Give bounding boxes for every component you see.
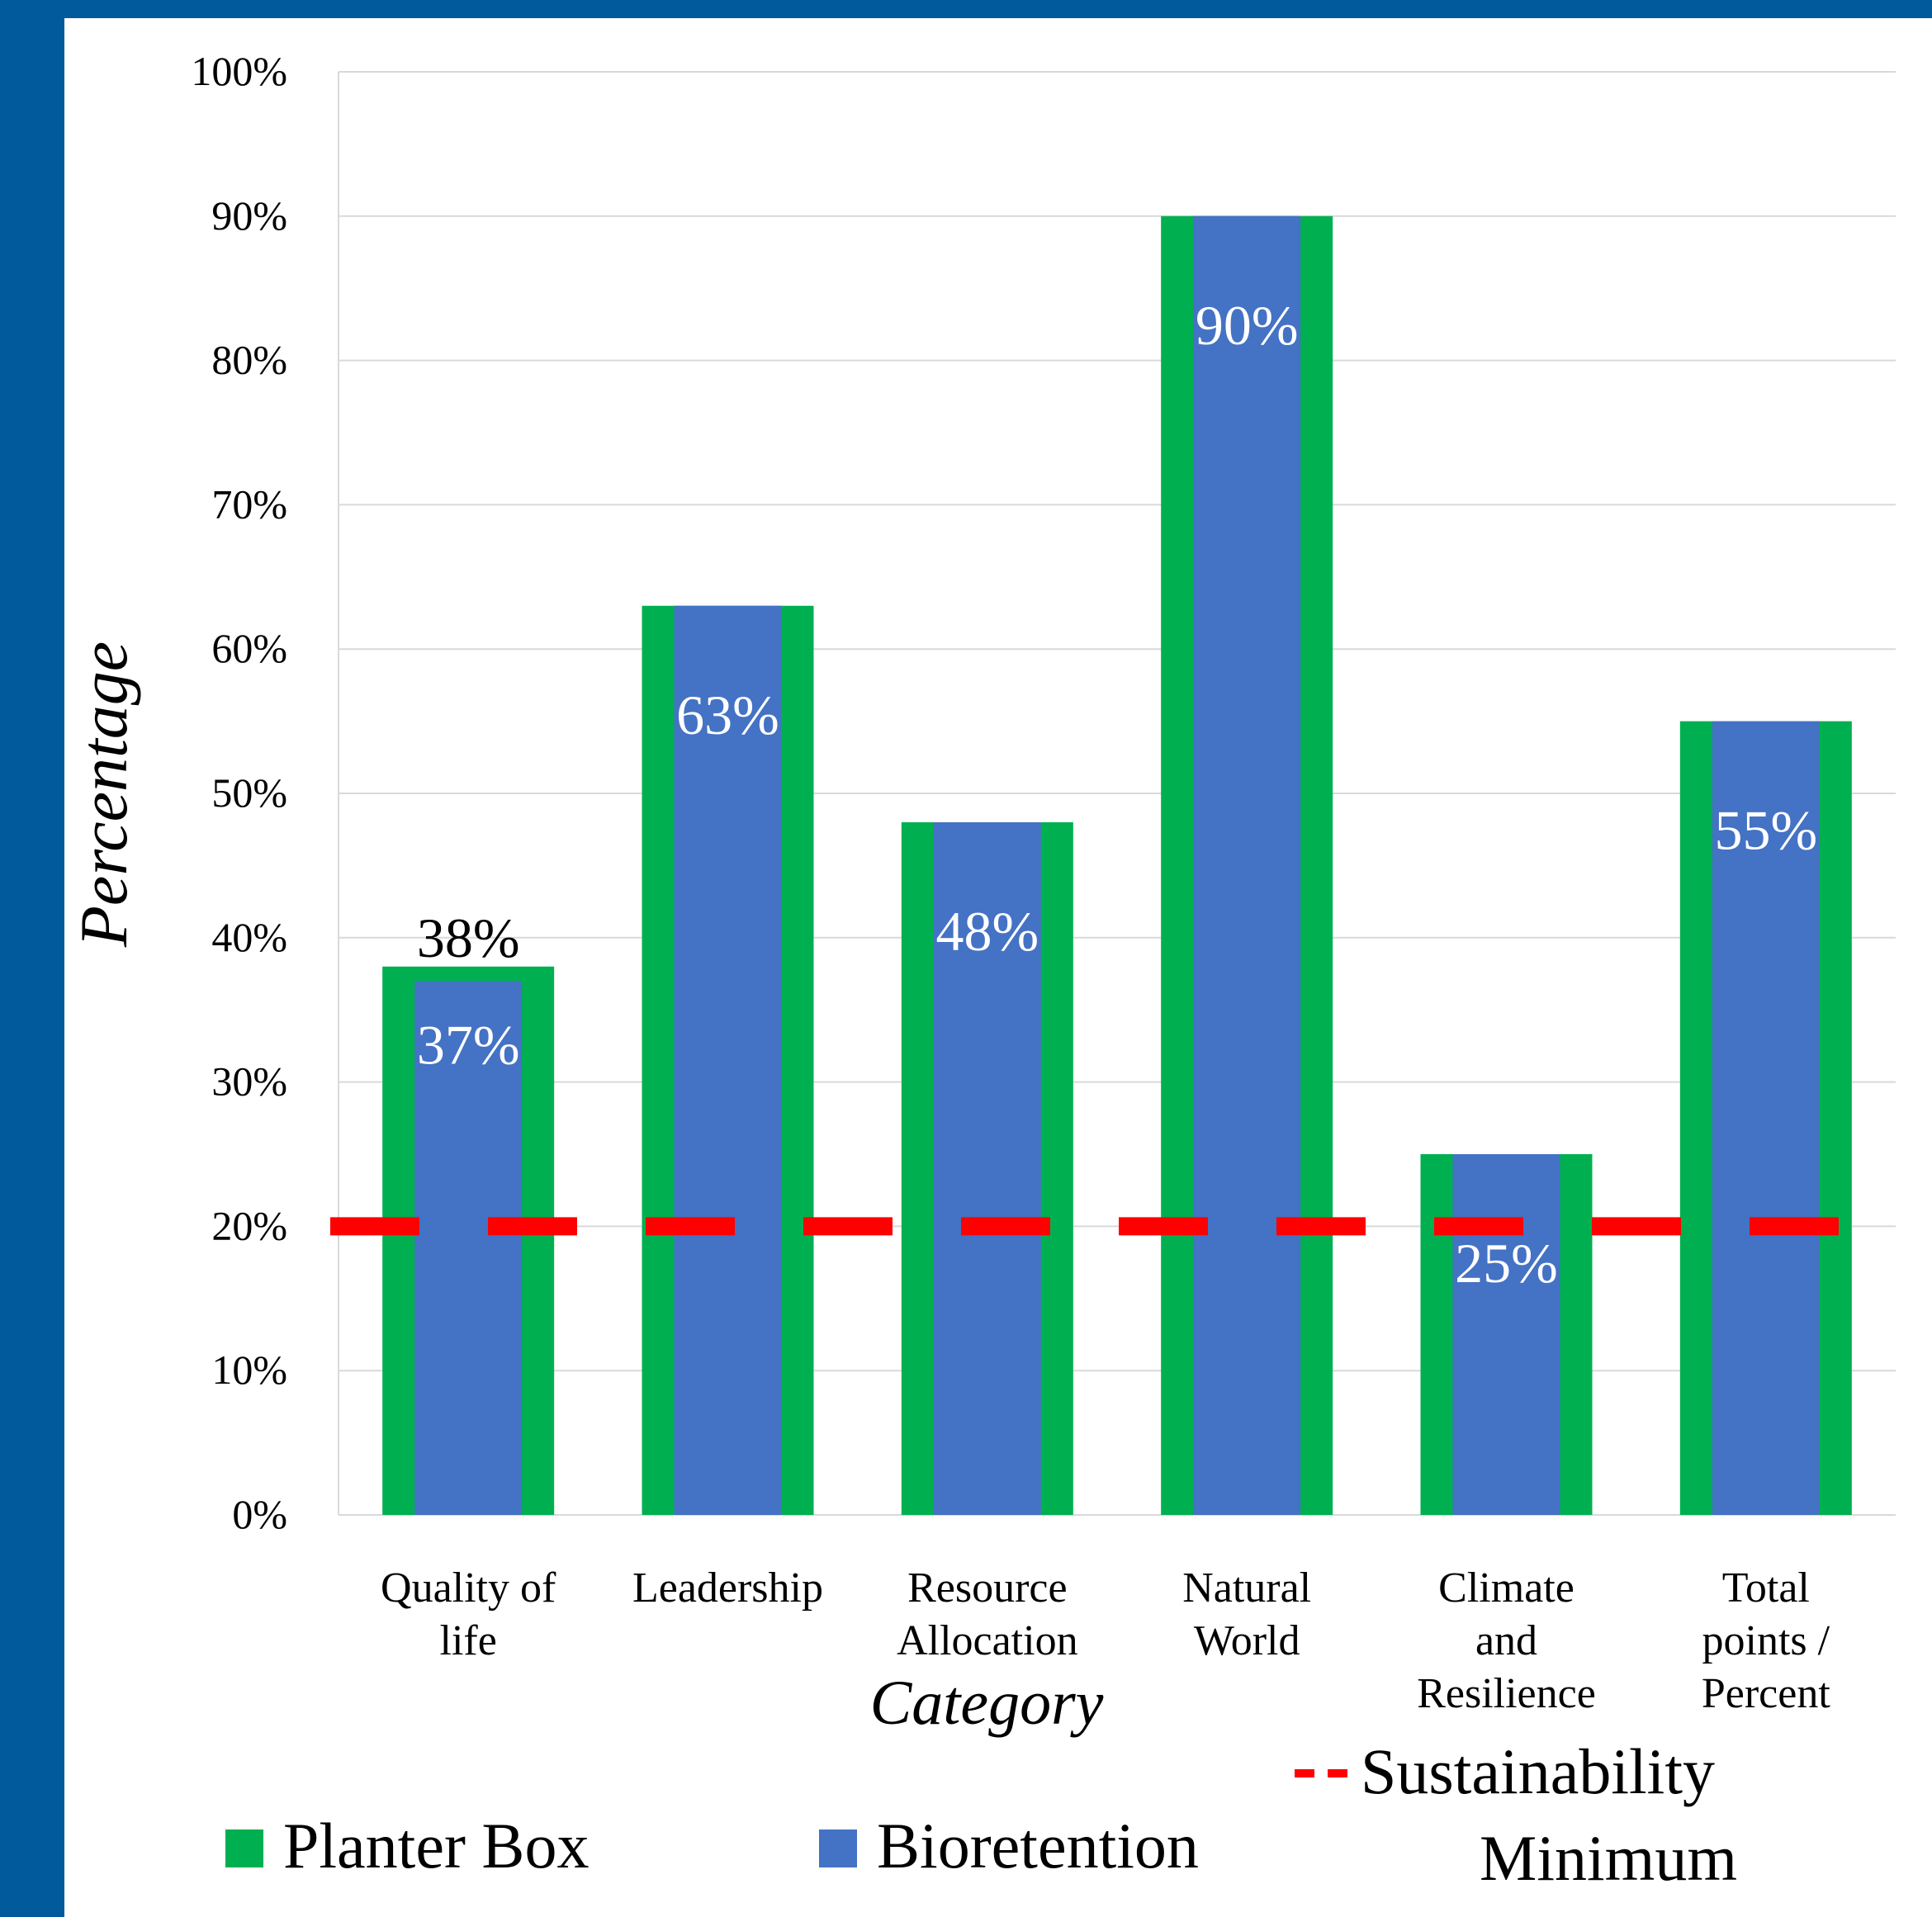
y-tick-label: 20% <box>211 1202 287 1248</box>
data-label: 25% <box>1455 1232 1558 1295</box>
legend: Planter Box Bioretention Sustainability … <box>225 1735 1737 1894</box>
y-axis-title: Percentage <box>66 641 141 948</box>
x-category-label: Leadership <box>632 1564 823 1612</box>
legend-label-bioretention: Bioretention <box>877 1810 1199 1882</box>
y-tick-label: 80% <box>211 337 287 383</box>
bar-bioretention <box>1193 215 1301 1515</box>
y-tick-label: 100% <box>191 48 287 94</box>
x-category-label: Resource <box>907 1564 1067 1612</box>
data-label: 90% <box>1196 294 1299 357</box>
x-category-label: Allocation <box>897 1617 1078 1664</box>
y-tick-label: 30% <box>211 1058 287 1105</box>
y-tick-label: 40% <box>211 914 287 960</box>
x-category-label: Natural <box>1182 1564 1311 1612</box>
bar-bioretention <box>933 821 1041 1515</box>
bar-bioretention <box>1712 721 1820 1515</box>
bars <box>382 215 1852 1515</box>
x-category-label: life <box>440 1617 497 1664</box>
y-tick-label: 90% <box>211 192 287 239</box>
x-axis-title: Category <box>870 1668 1104 1738</box>
data-label: 55% <box>1715 799 1818 862</box>
x-axis-categories: Quality of life Leadership Resource Allocati… <box>381 1564 1830 1717</box>
x-category-label: Quality of <box>381 1564 556 1612</box>
data-label: 63% <box>676 684 779 746</box>
legend-label-planter-box: Planter Box <box>283 1810 589 1882</box>
legend-label-sustainability-line2: Minimum <box>1480 1822 1737 1894</box>
bar-bioretention <box>674 605 782 1515</box>
y-tick-label: 70% <box>211 480 287 527</box>
y-tick-label: 10% <box>211 1347 287 1393</box>
bar-bioretention <box>414 981 523 1515</box>
gridlines <box>338 71 1896 1516</box>
x-category-label: Resilience <box>1417 1670 1596 1717</box>
y-tick-label: 50% <box>211 769 287 816</box>
data-label: 38% <box>417 906 520 969</box>
x-category-label: points / <box>1702 1617 1830 1664</box>
chart-panel: 0% 10% 20% 30% 40% 50% 60% 70% 80% 90% 100% 38% 37%… <box>64 18 1932 1917</box>
bar-chart: 0% 10% 20% 30% 40% 50% 60% 70% 80% 90% 100% 38% 37%… <box>66 48 1896 1894</box>
legend-swatch-bioretention <box>819 1829 857 1867</box>
x-category-label: and <box>1475 1617 1537 1664</box>
data-label: 48% <box>936 900 1039 963</box>
y-tick-label: 0% <box>232 1491 287 1537</box>
y-tick-label: 60% <box>211 625 287 671</box>
data-labels: 38% 37% 63% 48% 90% 25% 55% <box>417 294 1817 1295</box>
y-axis-ticks: 0% 10% 20% 30% 40% 50% 60% 70% 80% 90% 100% <box>191 48 287 1537</box>
legend-label-sustainability-line1: Sustainability <box>1361 1735 1715 1807</box>
x-category-label: Climate <box>1438 1564 1574 1612</box>
x-category-label: Percent <box>1702 1670 1830 1717</box>
x-category-label: Total <box>1722 1564 1810 1612</box>
x-category-label: World <box>1194 1617 1300 1664</box>
data-label: 37% <box>417 1014 520 1077</box>
bar-bioretention <box>1452 1154 1560 1515</box>
legend-swatch-planter-box <box>225 1829 263 1867</box>
